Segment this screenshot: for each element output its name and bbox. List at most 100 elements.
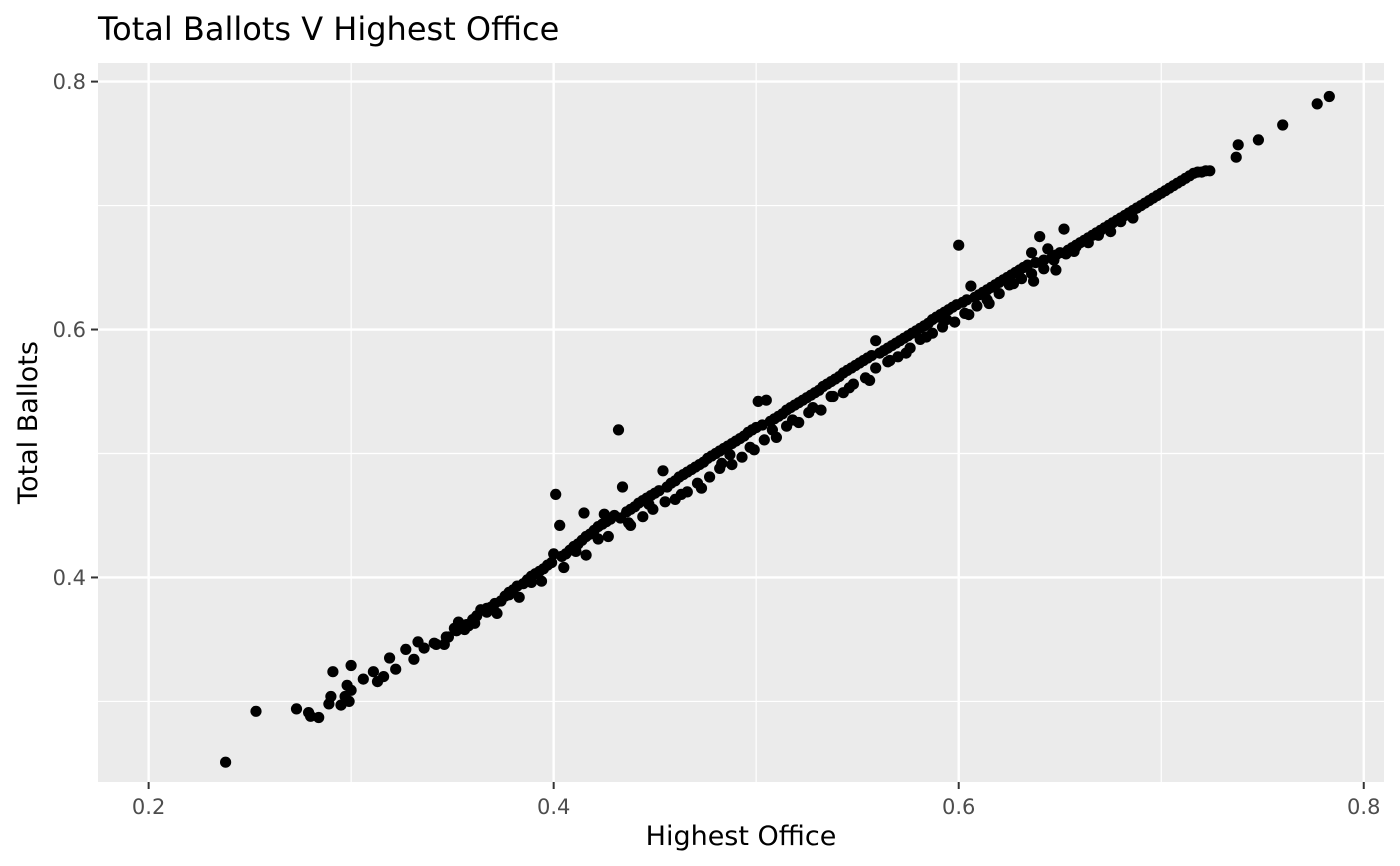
- y-axis-title: Total Ballots: [13, 341, 44, 505]
- y-tick-label: 0.8: [53, 70, 86, 94]
- data-point: [760, 394, 772, 406]
- data-point: [758, 434, 770, 446]
- data-point: [724, 449, 736, 461]
- data-point: [932, 311, 945, 323]
- data-point: [418, 642, 430, 654]
- data-point: [1068, 245, 1080, 257]
- data-point: [643, 498, 655, 510]
- data-point: [525, 576, 538, 589]
- data-point: [884, 354, 896, 367]
- data-point: [965, 280, 977, 292]
- data-point: [657, 465, 669, 477]
- data-point: [1050, 264, 1062, 276]
- x-tick-label: 0.8: [1347, 795, 1380, 819]
- data-point: [343, 695, 355, 708]
- data-point: [870, 362, 882, 374]
- data-point: [1105, 226, 1117, 238]
- data-point: [1232, 139, 1244, 151]
- data-point: [578, 507, 590, 519]
- data-point: [450, 625, 463, 637]
- data-point: [1323, 90, 1335, 103]
- data-point: [341, 679, 353, 691]
- data-point: [963, 309, 975, 321]
- data-point: [971, 300, 983, 312]
- data-point: [1028, 275, 1040, 287]
- data-point: [546, 557, 558, 569]
- data-point: [325, 690, 337, 703]
- data-point: [1015, 273, 1028, 285]
- data-point: [675, 488, 687, 500]
- data-point: [1092, 229, 1104, 241]
- data-point: [704, 471, 716, 483]
- data-point: [580, 549, 592, 561]
- data-point: [900, 347, 912, 359]
- data-point: [623, 517, 635, 529]
- data-point: [695, 482, 708, 494]
- data-point: [1026, 247, 1038, 259]
- chart-title: Total Ballots V Highest Office: [98, 10, 560, 48]
- data-point: [1082, 237, 1094, 249]
- data-point: [327, 666, 339, 678]
- data-point: [843, 382, 855, 394]
- data-point: [614, 512, 627, 524]
- data-point: [548, 548, 560, 560]
- data-point: [602, 530, 614, 543]
- data-point: [1311, 98, 1323, 110]
- data-point: [220, 756, 232, 768]
- data-point: [637, 511, 649, 523]
- data-point: [1277, 119, 1289, 131]
- data-point: [367, 666, 379, 678]
- major-grid: [98, 63, 1384, 782]
- axes: 0.2 0.4 0.6 0.8 0.4 0.6 0.8: [53, 70, 1381, 819]
- y-tick-label: 0.4: [53, 566, 86, 590]
- y-tick-label: 0.6: [53, 318, 86, 342]
- data-point: [461, 619, 473, 631]
- data-point: [550, 488, 562, 500]
- data-point: [384, 652, 396, 664]
- data-point: [1007, 278, 1020, 290]
- data-point: [408, 653, 420, 665]
- data-point: [616, 481, 629, 493]
- data-point: [870, 335, 882, 347]
- data-point: [250, 705, 262, 717]
- data-point: [400, 643, 412, 656]
- data-point: [430, 638, 442, 651]
- data-points: [220, 90, 1335, 768]
- data-point: [1252, 134, 1264, 146]
- x-tick-label: 0.6: [942, 795, 975, 819]
- data-point: [570, 545, 582, 558]
- data-point: [659, 496, 671, 508]
- data-point: [993, 288, 1005, 300]
- data-point: [305, 710, 317, 722]
- data-point: [290, 703, 303, 715]
- data-point: [598, 508, 610, 520]
- data-point: [345, 659, 357, 672]
- data-point: [1038, 263, 1050, 275]
- data-point: [983, 297, 995, 310]
- data-point: [1204, 165, 1216, 177]
- data-point: [390, 663, 402, 675]
- data-point: [558, 561, 570, 574]
- x-tick-label: 0.2: [132, 795, 165, 819]
- data-point: [864, 374, 876, 386]
- minor-grid: [98, 63, 1384, 782]
- data-point: [491, 607, 503, 620]
- data-point: [1115, 216, 1127, 228]
- data-point: [378, 671, 390, 683]
- data-point: [726, 459, 738, 471]
- data-point: [554, 519, 566, 532]
- data-point: [612, 424, 625, 436]
- data-point: [1048, 254, 1060, 266]
- data-point: [592, 533, 604, 545]
- data-point: [1127, 212, 1139, 224]
- data-point: [503, 589, 515, 601]
- data-point: [1058, 223, 1070, 235]
- data-point: [716, 457, 728, 469]
- data-point: [827, 390, 839, 403]
- x-axis-title: Highest Office: [646, 821, 837, 852]
- data-point: [766, 424, 779, 436]
- data-point: [513, 591, 525, 603]
- data-point: [736, 451, 748, 463]
- data-point: [787, 414, 799, 426]
